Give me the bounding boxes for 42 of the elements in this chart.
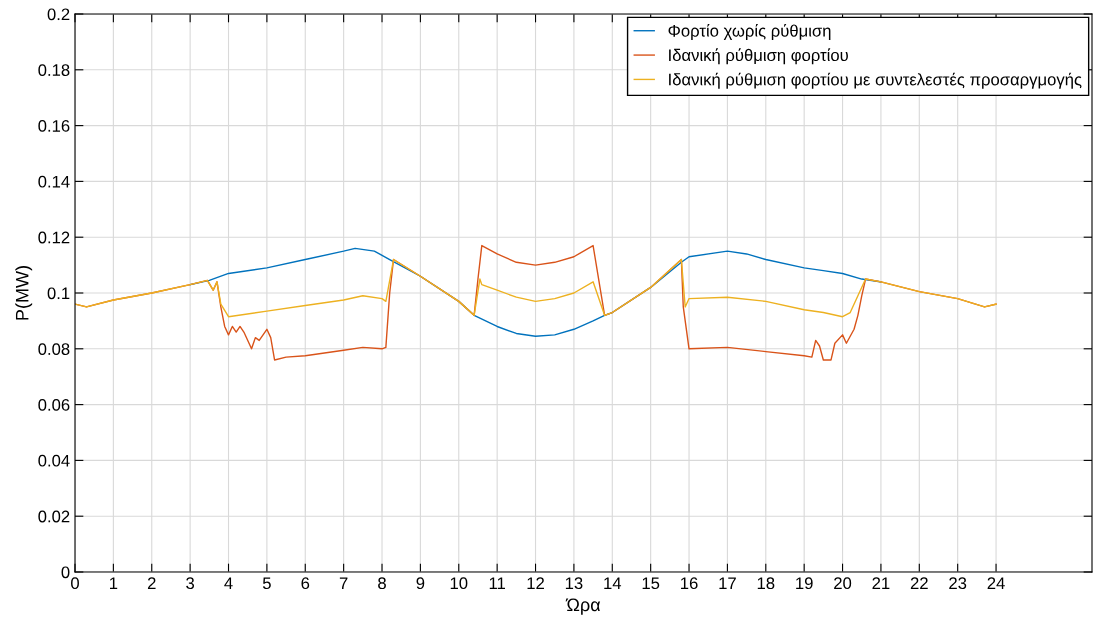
x-tick-label: 14: [604, 577, 622, 589]
y-tick-label: 0.06: [38, 399, 70, 411]
x-tick-label: 18: [757, 577, 775, 590]
x-tick-label: 11: [489, 577, 505, 589]
x-tick-label: 8: [378, 577, 386, 590]
y-tick-label: 0: [61, 566, 70, 579]
legend-label: Ιδανική ρύθμιση φορτίου: [669, 48, 848, 65]
x-tick-label: 16: [681, 577, 698, 590]
y-tick-label: 0.08: [38, 343, 70, 355]
y-tick-label: 0.12: [38, 231, 70, 244]
x-tick-label: 2: [147, 577, 156, 589]
x-tick-label: 7: [339, 577, 348, 589]
x-tick-label: 15: [642, 577, 660, 590]
legend-label: Ιδανική ρύθμιση φορτίου με συντελεστές προσαργμογής: [669, 72, 1082, 89]
line-series: [75, 258, 997, 318]
x-tick-label: 17: [719, 577, 736, 589]
x-tick-label: 4: [224, 577, 233, 589]
legend-label: Φορτίο χωρίς ρύθμιση: [668, 24, 831, 41]
y-tick-label: 0.1: [47, 287, 70, 300]
x-tick-label: 13: [565, 577, 583, 590]
x-tick-label: 10: [450, 577, 468, 590]
x-tick-label: 22: [910, 577, 928, 589]
y-tick-label: 0.16: [38, 120, 70, 132]
x-tick-label: 1: [110, 577, 118, 589]
x-tick-label: 5: [262, 577, 271, 590]
x-tick-label: 6: [301, 577, 310, 590]
y-tick-label: 0.2: [47, 8, 70, 21]
x-tick-label: 23: [949, 577, 967, 590]
x-tick-label: 9: [416, 577, 425, 590]
x-tick-label: 12: [527, 577, 544, 589]
y-axis-title: P(MW): [15, 266, 33, 320]
x-axis-title: Ώρα: [565, 598, 601, 615]
x-tick-label: 21: [872, 577, 890, 589]
y-tick-label: 0.02: [38, 510, 70, 523]
y-tick-label: 0.18: [38, 64, 70, 76]
x-tick-label: 24: [987, 577, 1005, 589]
x-tick-label: 0: [71, 577, 79, 590]
y-tick-label: 0.14: [38, 175, 70, 188]
y-tick-label: 0.04: [38, 454, 70, 467]
x-tick-label: 19: [796, 577, 813, 590]
x-tick-label: 20: [834, 577, 852, 590]
x-tick-label: 3: [186, 577, 195, 590]
